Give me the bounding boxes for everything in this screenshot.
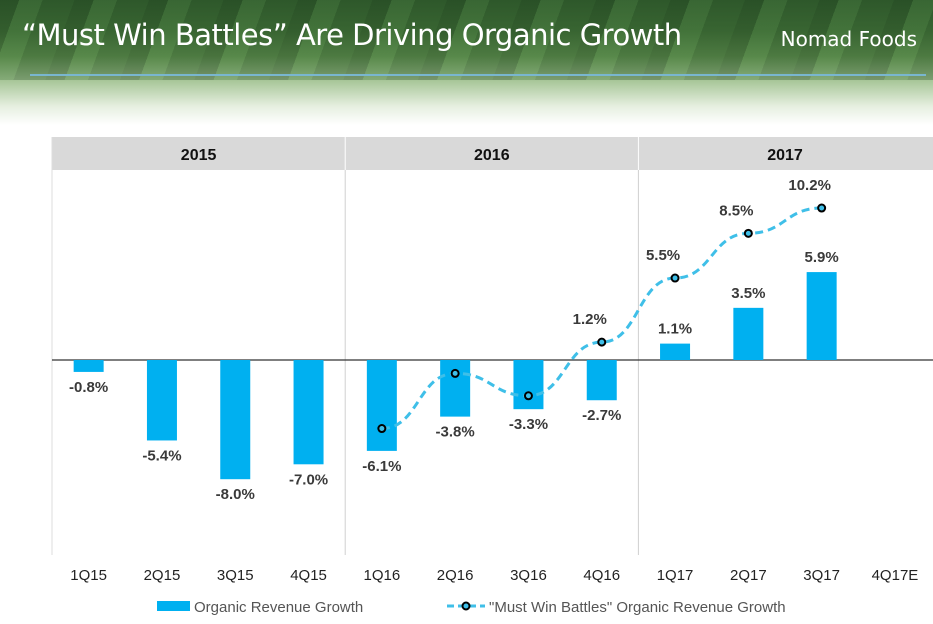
bar-1Q16	[366, 360, 397, 451]
x-tick-label: 4Q17E	[872, 567, 919, 584]
mwb-marker-1Q16	[377, 424, 387, 434]
bar-data-label: -2.7%	[582, 407, 621, 424]
year-header-2016	[345, 137, 639, 170]
legend-line-label: "Must Win Battles" Organic Revenue Growt…	[489, 599, 786, 616]
x-tick-label: 2Q16	[437, 567, 474, 584]
legend-bar-swatch	[157, 601, 190, 611]
bar-data-label: -8.0%	[216, 486, 255, 503]
x-tick-label: 1Q15	[70, 567, 107, 584]
line-data-label: 8.5%	[719, 202, 753, 219]
bar-data-label: -0.8%	[69, 379, 108, 396]
x-tick-label: 2Q17	[730, 567, 767, 584]
brand-logo: Nomad Foods	[780, 27, 917, 51]
bar-data-label: 3.5%	[731, 285, 765, 302]
bar-3Q17	[806, 272, 837, 360]
mwb-marker-2Q17	[743, 228, 753, 238]
x-tick-label: 3Q17	[803, 567, 840, 584]
line-data-label: 10.2%	[788, 177, 831, 194]
bar-2Q17	[733, 307, 764, 360]
bar-data-label: -6.1%	[362, 458, 401, 475]
x-tick-label: 2Q15	[144, 567, 181, 584]
year-header-2015	[52, 137, 346, 170]
mwb-marker-2Q16	[450, 368, 460, 378]
x-tick-label: 4Q15	[290, 567, 327, 584]
page-title: “Must Win Battles” Are Driving Organic G…	[22, 18, 682, 52]
mwb-marker-1Q17	[670, 273, 680, 283]
legend-line-marker	[461, 601, 471, 611]
bar-data-label: -3.8%	[436, 424, 475, 441]
bar-3Q15	[220, 360, 251, 480]
leaf-background	[0, 0, 933, 80]
line-data-label: 1.2%	[573, 311, 607, 328]
bar-data-label: 1.1%	[658, 321, 692, 338]
year-label: 2015	[181, 147, 217, 164]
x-tick-label: 3Q16	[510, 567, 547, 584]
x-tick-label: 1Q16	[363, 567, 400, 584]
bar-data-label: -3.3%	[509, 416, 548, 433]
bar-2Q16	[440, 360, 471, 417]
bar-4Q15	[293, 360, 324, 465]
year-label: 2016	[474, 147, 510, 164]
header-banner	[0, 0, 933, 125]
bar-data-label: -5.4%	[142, 447, 181, 464]
bar-1Q17	[660, 343, 691, 360]
year-header-2017	[638, 137, 933, 170]
x-tick-label: 1Q17	[657, 567, 694, 584]
bar-3Q16	[513, 360, 544, 410]
x-tick-label: 4Q16	[583, 567, 620, 584]
bar-data-label: -7.0%	[289, 471, 328, 488]
bar-4Q16	[586, 360, 617, 401]
bar-2Q15	[146, 360, 177, 441]
mwb-marker-3Q16	[523, 391, 533, 401]
legend-bar-label: Organic Revenue Growth	[194, 599, 363, 616]
mwb-marker-4Q16	[597, 337, 607, 347]
x-tick-label: 3Q15	[217, 567, 254, 584]
mwb-marker-3Q17	[817, 203, 827, 213]
header-divider	[30, 74, 926, 76]
year-label: 2017	[767, 147, 803, 164]
bar-data-label: 5.9%	[805, 249, 839, 266]
line-data-label: 5.5%	[646, 247, 680, 264]
bar-1Q15	[73, 360, 104, 372]
